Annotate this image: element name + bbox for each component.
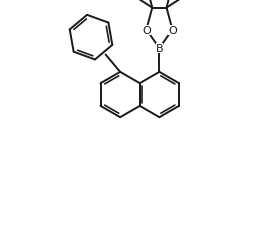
Text: O: O: [168, 25, 177, 35]
Text: O: O: [142, 25, 151, 35]
Text: B: B: [156, 44, 163, 54]
